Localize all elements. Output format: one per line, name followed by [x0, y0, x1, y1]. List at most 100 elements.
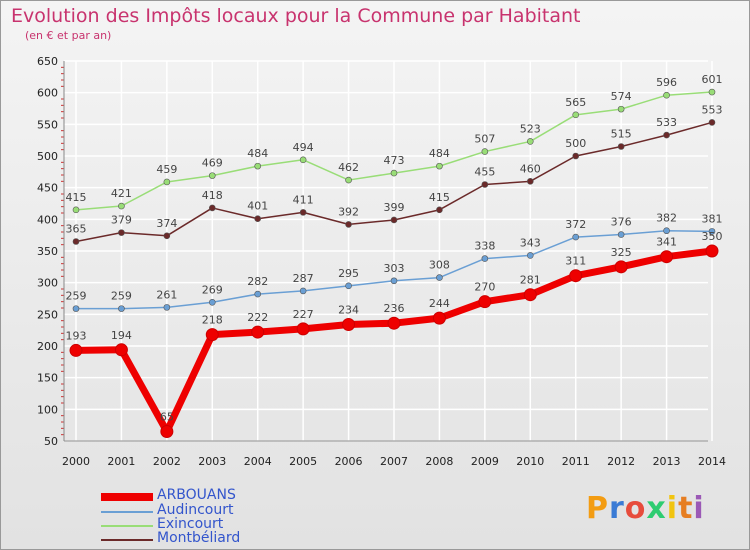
data-label-audincourt: 287 [293, 272, 314, 285]
data-label-exincourt: 462 [338, 161, 359, 174]
point-arbouans [660, 250, 674, 264]
data-label-montbliard: 399 [384, 201, 405, 214]
point-montbliard [254, 215, 262, 222]
legend-label-exincourt: Exincourt [157, 516, 224, 532]
x-tick-label: 2004 [244, 455, 272, 468]
y-tick-label: 350 [37, 245, 58, 258]
legend-label-audincourt: Audincourt [157, 502, 234, 518]
data-label-montbliard: 365 [66, 223, 87, 236]
data-label-exincourt: 596 [656, 76, 677, 89]
data-label-montbliard: 401 [247, 200, 268, 213]
legend-swatch-audincourt [101, 511, 153, 513]
point-exincourt [163, 178, 171, 186]
data-label-montbliard: 415 [429, 191, 450, 204]
point-audincourt [481, 255, 489, 262]
point-audincourt [663, 227, 670, 235]
data-label-exincourt: 469 [202, 157, 223, 170]
point-arbouans [614, 260, 628, 274]
data-label-exincourt: 507 [474, 133, 495, 146]
point-montbliard [72, 238, 80, 245]
logo-letter: x [646, 491, 667, 526]
data-label-audincourt: 261 [156, 288, 177, 301]
data-label-montbliard: 374 [156, 217, 177, 230]
data-label-arbouans: 236 [384, 302, 405, 315]
data-label-arbouans: 65 [160, 411, 174, 424]
logo-letter: P [586, 491, 609, 526]
point-montbliard [118, 229, 125, 236]
logo-letter: r [609, 491, 625, 526]
x-tick-label: 2001 [107, 455, 135, 468]
point-arbouans [69, 343, 83, 357]
point-exincourt [617, 105, 625, 113]
proxiti-logo: Proxiti [586, 491, 705, 526]
y-tick-label: 450 [37, 182, 58, 195]
x-tick-label: 2011 [562, 455, 590, 468]
point-arbouans [387, 316, 401, 330]
point-audincourt [254, 290, 262, 298]
x-tick-label: 2014 [698, 455, 726, 468]
chart-subtitle: (en € et par an) [25, 29, 112, 42]
point-arbouans [205, 328, 219, 342]
point-arbouans [160, 425, 174, 438]
point-exincourt [436, 162, 443, 170]
x-tick-label: 2000 [62, 455, 90, 468]
data-label-audincourt: 308 [429, 259, 450, 272]
legend-label-montbeliard: Montbéliard [157, 530, 241, 546]
data-label-montbliard: 533 [656, 116, 677, 129]
data-label-audincourt: 282 [247, 275, 268, 288]
x-tick-label: 2009 [471, 455, 499, 468]
y-tick-label: 250 [37, 308, 58, 321]
data-label-arbouans: 193 [66, 329, 87, 342]
data-label-montbliard: 455 [474, 166, 495, 179]
data-label-arbouans: 227 [293, 308, 314, 321]
legend-label-arbouans: ARBOUANS [157, 487, 236, 503]
point-exincourt [481, 148, 489, 155]
data-label-montbliard: 379 [111, 214, 132, 227]
point-exincourt [390, 169, 398, 177]
point-montbliard [163, 232, 171, 240]
grid-lines [64, 60, 713, 442]
point-montbliard [299, 209, 307, 216]
point-exincourt [572, 111, 580, 119]
data-label-arbouans: 270 [474, 281, 495, 294]
point-arbouans [705, 244, 719, 258]
y-tick-label: 100 [37, 403, 58, 416]
point-audincourt [390, 277, 398, 285]
x-tick-label: 2006 [335, 455, 363, 468]
data-label-montbliard: 515 [611, 128, 632, 141]
data-label-arbouans: 218 [202, 314, 223, 327]
point-audincourt [526, 252, 534, 259]
data-label-audincourt: 376 [611, 216, 632, 229]
point-exincourt [254, 162, 262, 170]
point-audincourt [299, 287, 307, 295]
data-label-montbliard: 418 [202, 189, 223, 202]
point-arbouans [478, 295, 492, 309]
data-label-audincourt: 303 [384, 262, 405, 275]
legend-swatch-exincourt [101, 525, 153, 527]
data-label-montbliard: 460 [520, 162, 541, 175]
data-label-exincourt: 565 [565, 96, 586, 109]
data-label-arbouans: 281 [520, 274, 541, 287]
data-label-audincourt: 259 [111, 290, 132, 303]
data-label-exincourt: 421 [111, 187, 132, 200]
point-arbouans [432, 311, 446, 325]
y-tick-label: 50 [44, 435, 58, 448]
point-montbliard [572, 152, 580, 160]
data-label-exincourt: 473 [384, 154, 405, 167]
legend-swatch-montbeliard [101, 539, 153, 541]
data-label-exincourt: 484 [429, 147, 450, 160]
x-tick-label: 2007 [380, 455, 408, 468]
data-label-arbouans: 222 [247, 311, 268, 324]
logo-letter: i [666, 491, 679, 526]
point-audincourt [436, 274, 443, 281]
data-label-exincourt: 601 [702, 73, 723, 86]
point-montbliard [481, 181, 489, 188]
y-tick-label: 400 [37, 213, 58, 226]
point-audincourt [345, 282, 352, 290]
legend-swatch-arbouans [101, 493, 153, 501]
point-audincourt [572, 233, 580, 241]
data-label-montbliard: 392 [338, 205, 359, 218]
x-tick-label: 2008 [425, 455, 453, 468]
data-label-arbouans: 234 [338, 303, 359, 316]
